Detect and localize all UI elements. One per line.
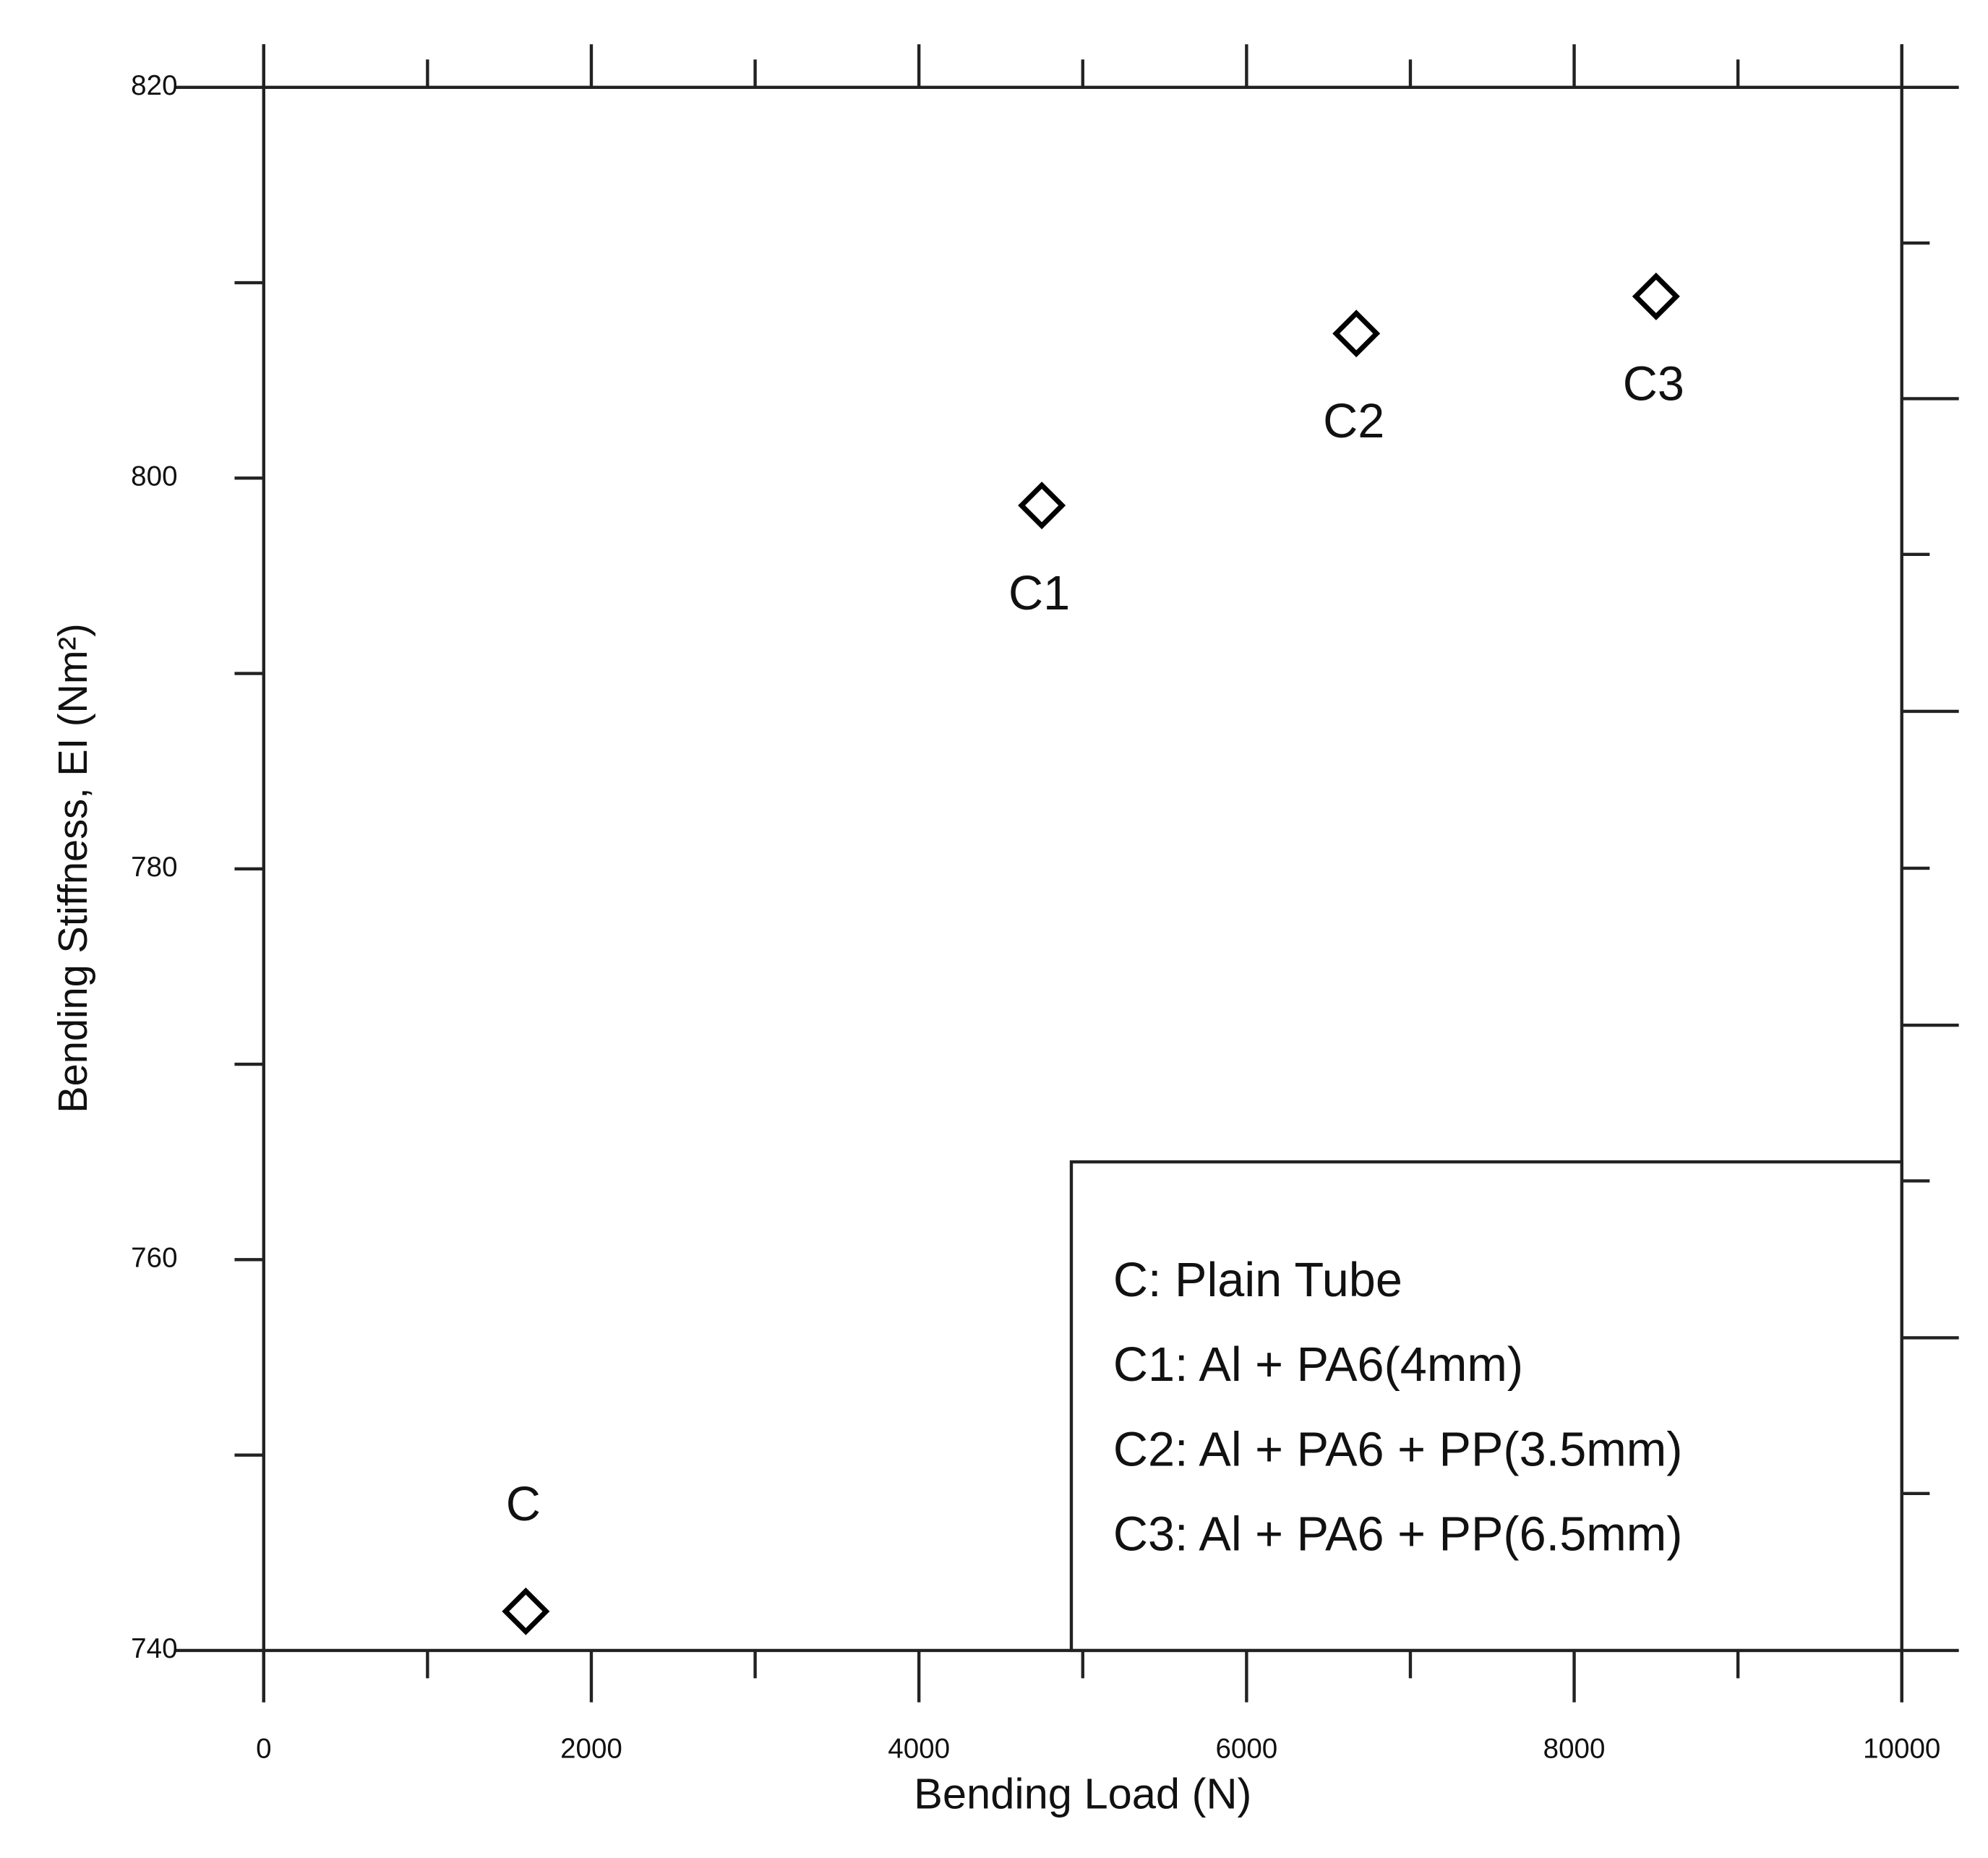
point [502, 1587, 550, 1635]
legend-text: C3: Al + PA6 + PP(6.5mm) [1113, 1508, 1683, 1562]
y-tick-label: 740 [131, 1633, 177, 1664]
right-axis-ticks [1901, 241, 1959, 1495]
point [1632, 273, 1680, 320]
y-tick-label: 800 [131, 461, 177, 492]
x-tick-label: 6000 [1215, 1733, 1277, 1764]
y-axis-title: Bending Stiffness, EI (Nm²) [50, 623, 95, 1113]
legend-text: C2: Al + PA6 + PP(3.5mm) [1113, 1423, 1683, 1476]
point-label: C2 [1323, 395, 1384, 448]
point-label: C3 [1623, 358, 1684, 411]
y-tick-label: 820 [131, 70, 177, 101]
x-tick-label: 0 [256, 1733, 271, 1764]
legend-text: C1: Al + PA6(4mm) [1113, 1338, 1523, 1392]
x-tick-label: 2000 [560, 1733, 622, 1764]
point [1018, 481, 1066, 530]
legend-box [1069, 1160, 1903, 1653]
point-label: C [506, 1478, 541, 1531]
legend-text: C: Plain Tube [1113, 1254, 1402, 1307]
point [1332, 309, 1381, 358]
x-tick-label: 8000 [1543, 1733, 1606, 1764]
y-tick-label: 780 [131, 852, 177, 883]
x-tick-label: 10000 [1863, 1733, 1940, 1764]
y-tick-label: 760 [131, 1243, 177, 1274]
x-axis-title: Bending Load (N) [914, 1770, 1251, 1818]
point-label: C1 [1008, 567, 1070, 620]
x-tick-label: 4000 [888, 1733, 950, 1764]
